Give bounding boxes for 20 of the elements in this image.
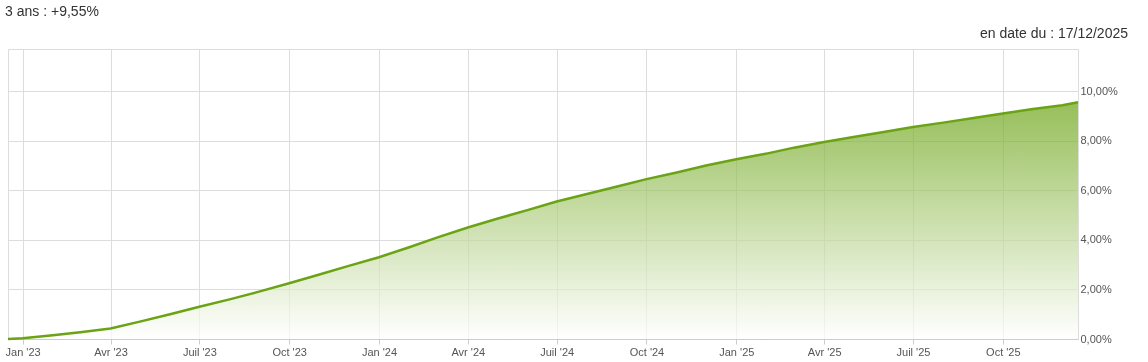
y-tick-label: 8,00% <box>1080 134 1112 147</box>
y-tick-label: 4,00% <box>1080 233 1112 246</box>
y-tick-label: 6,00% <box>1080 183 1112 196</box>
x-tick-label: Avr '23 <box>94 345 128 358</box>
chart-title: 3 ans : +9,55% <box>5 3 99 19</box>
text: en date du : 17/12/2025 <box>980 25 1129 41</box>
x-tick-label: Jan '25 <box>719 345 755 358</box>
y-tick-label: 0,00% <box>1080 332 1112 345</box>
y-tick-label: 2,00% <box>1080 282 1112 295</box>
x-tick-label: Jan '24 <box>361 345 398 358</box>
x-tick-label: Juil '25 <box>896 345 931 358</box>
x-tick-label: Juil '24 <box>540 345 575 358</box>
x-tick-label: Avr '24 <box>451 345 486 358</box>
x-tick-label: Jan '23 <box>5 345 41 358</box>
x-tick-label: Oct '23 <box>272 345 307 358</box>
x-tick-label: Oct '25 <box>986 345 1021 358</box>
y-tick-label: 10,00% <box>1080 84 1119 97</box>
x-tick-label: Juil '23 <box>182 345 217 358</box>
x-tick-label: Oct '24 <box>629 345 665 358</box>
x-tick-label: Avr '25 <box>807 345 842 358</box>
